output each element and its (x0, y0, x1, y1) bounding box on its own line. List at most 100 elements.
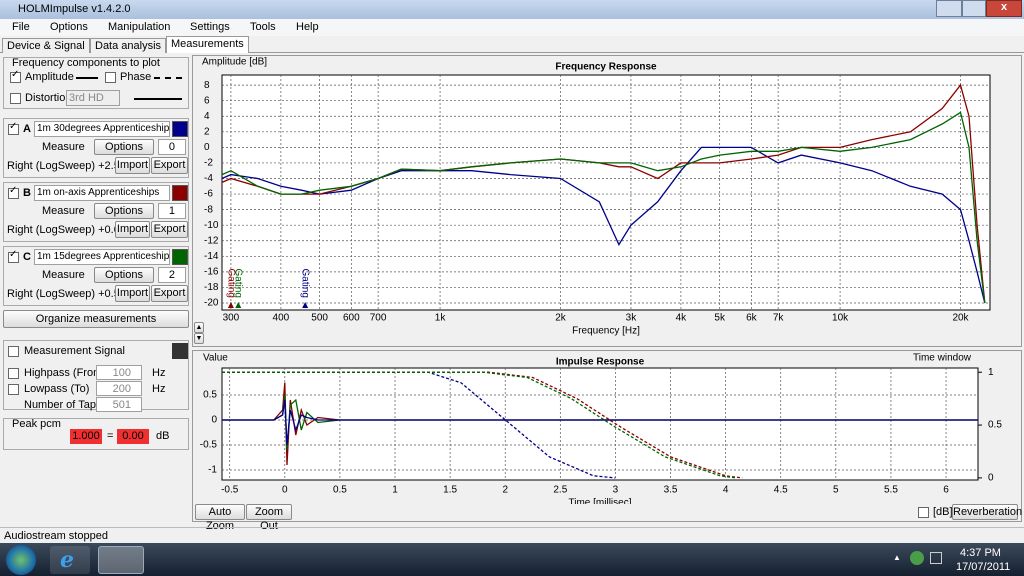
signal-color[interactable] (172, 343, 188, 359)
menu-item[interactable]: Help (296, 21, 319, 33)
y2-tick-label: 0.5 (988, 420, 1002, 431)
close-button[interactable]: x (986, 0, 1022, 17)
import-button[interactable]: Import (115, 157, 150, 174)
splitter-down[interactable]: ▼ (194, 333, 204, 344)
menu-bar: File Options Manipulation Settings Tools Help (0, 19, 1024, 36)
measure-label: Measure (42, 269, 85, 281)
tray-arrow[interactable]: ▲ (893, 553, 901, 562)
peak-title: Peak pcm (12, 418, 61, 430)
impulse-buttons: Auto Zoom Zoom Out [dB] Reverberation (192, 504, 1023, 532)
measurement-letter: B (23, 187, 31, 199)
gate-label: Gating (225, 269, 236, 298)
start-button[interactable] (6, 545, 36, 575)
x-tick-label: 5k (714, 313, 726, 324)
menu-item[interactable]: Tools (250, 21, 276, 33)
measurement-check[interactable] (8, 252, 19, 263)
options-button[interactable]: Options (94, 267, 154, 283)
x-tick-label: 6k (746, 313, 758, 324)
import-button[interactable]: Import (115, 285, 150, 302)
x-axis-label: Time [millisec] (569, 498, 632, 504)
measurement-name[interactable]: 1m 15degrees Apprenticeships (34, 249, 170, 265)
y-tick-label: -16 (204, 267, 219, 278)
y-tick-label: -0.5 (200, 440, 218, 451)
distortion-check[interactable] (10, 93, 21, 104)
app-icon[interactable] (98, 546, 144, 574)
unit-label: Hz (152, 367, 166, 379)
y-tick-label: 0 (211, 415, 217, 426)
y-axis-label: Value (203, 353, 228, 364)
browser-icon[interactable]: e (50, 546, 90, 574)
lowpass-value[interactable]: 200 (96, 381, 142, 396)
gate-marker (302, 302, 309, 308)
y2-axis-label: Time window (913, 353, 972, 364)
measurement-name[interactable]: 1m on-axis Apprenticeships (34, 185, 170, 201)
chart-title: Impulse Response (556, 357, 645, 368)
taps-value[interactable]: 501 (96, 397, 142, 412)
menu-item[interactable]: Settings (190, 21, 230, 33)
taskbar: e ▲ 4:37 PM 17/07/2011 (0, 543, 1024, 576)
measurement-number[interactable]: 1 (158, 203, 186, 219)
measurement-color[interactable] (172, 121, 188, 137)
highpass-value[interactable]: 100 (96, 365, 142, 380)
minimize-button[interactable] (936, 0, 962, 17)
side-panel: Frequency components to plot ✓ Amplitude Ph… (0, 53, 192, 523)
plot-area (221, 74, 991, 311)
amplitude-check[interactable] (10, 72, 21, 83)
y-tick-label: -6 (204, 189, 213, 200)
tab[interactable]: Device & Signal (2, 38, 90, 53)
options-button[interactable]: Options (94, 139, 154, 155)
zoom-out-button[interactable]: Zoom Out (246, 504, 292, 532)
plot-area (221, 367, 979, 481)
check-mark: ✓ (11, 69, 20, 80)
measurement-name[interactable]: 1m 30degrees Apprenticeships (34, 121, 170, 137)
measurement-number[interactable]: 2 (158, 267, 186, 283)
y-tick-label: -8 (204, 204, 213, 215)
menu-item[interactable]: Manipulation (108, 21, 171, 33)
auto-zoom-button[interactable]: Auto Zoom (195, 504, 245, 532)
x-tick-label: 20k (952, 313, 969, 324)
organize-button[interactable]: Organize measurements (3, 310, 189, 328)
menu-item[interactable]: File (12, 21, 30, 33)
tab-bar: Device & Signal Data analysis Measurements (0, 36, 1024, 53)
measurement-number[interactable]: 0 (158, 139, 186, 155)
x-tick-label: 2.5 (553, 485, 567, 496)
y-axis-label: Amplitude [dB] (202, 57, 267, 68)
x-tick-label: 5 (833, 485, 839, 496)
y-tick-label: 8 (204, 80, 210, 91)
harmonic-select[interactable]: 3rd HD (66, 90, 120, 106)
frequency-chart: Frequency Response Amplitude [dB] Frequenc… (202, 57, 991, 337)
y-tick-label: -2 (204, 158, 213, 169)
menu-item[interactable]: Options (50, 21, 88, 33)
export-button[interactable]: Export (151, 157, 188, 174)
window-line (222, 371, 743, 479)
options-button[interactable]: Options (94, 203, 154, 219)
export-button[interactable]: Export (151, 221, 188, 238)
splitter-up[interactable]: ▲ (194, 322, 204, 333)
lowpass-check[interactable] (8, 384, 19, 395)
db-check[interactable] (918, 507, 929, 518)
measurement-color[interactable] (172, 249, 188, 265)
gate-label: Gating (233, 269, 244, 298)
reverberation-button[interactable]: Reverberation (952, 504, 1023, 520)
y-tick-label: -14 (204, 251, 219, 262)
highpass-check[interactable] (8, 368, 19, 379)
tray-network[interactable] (930, 552, 942, 564)
export-button[interactable]: Export (151, 285, 188, 302)
phase-check[interactable] (105, 72, 116, 83)
x-tick-label: 5.5 (884, 485, 898, 496)
y-tick-label: -18 (204, 282, 219, 293)
signal-check[interactable] (8, 346, 19, 357)
status-text: Audiostream stopped (4, 530, 108, 542)
import-button[interactable]: Import (115, 221, 150, 238)
measurement-color[interactable] (172, 185, 188, 201)
tab[interactable]: Measurements (166, 36, 249, 53)
y-tick-label: -12 (204, 235, 219, 246)
tab[interactable]: Data analysis (90, 38, 167, 53)
measurement-check[interactable] (8, 124, 19, 135)
y-tick-label: 2 (204, 126, 210, 137)
restore-button[interactable] (962, 0, 986, 17)
measurement-check[interactable] (8, 188, 19, 199)
y2-tick-label: 1 (988, 367, 994, 378)
tray-icon[interactable] (910, 551, 924, 565)
signal-title: Measurement Signal (24, 345, 125, 357)
